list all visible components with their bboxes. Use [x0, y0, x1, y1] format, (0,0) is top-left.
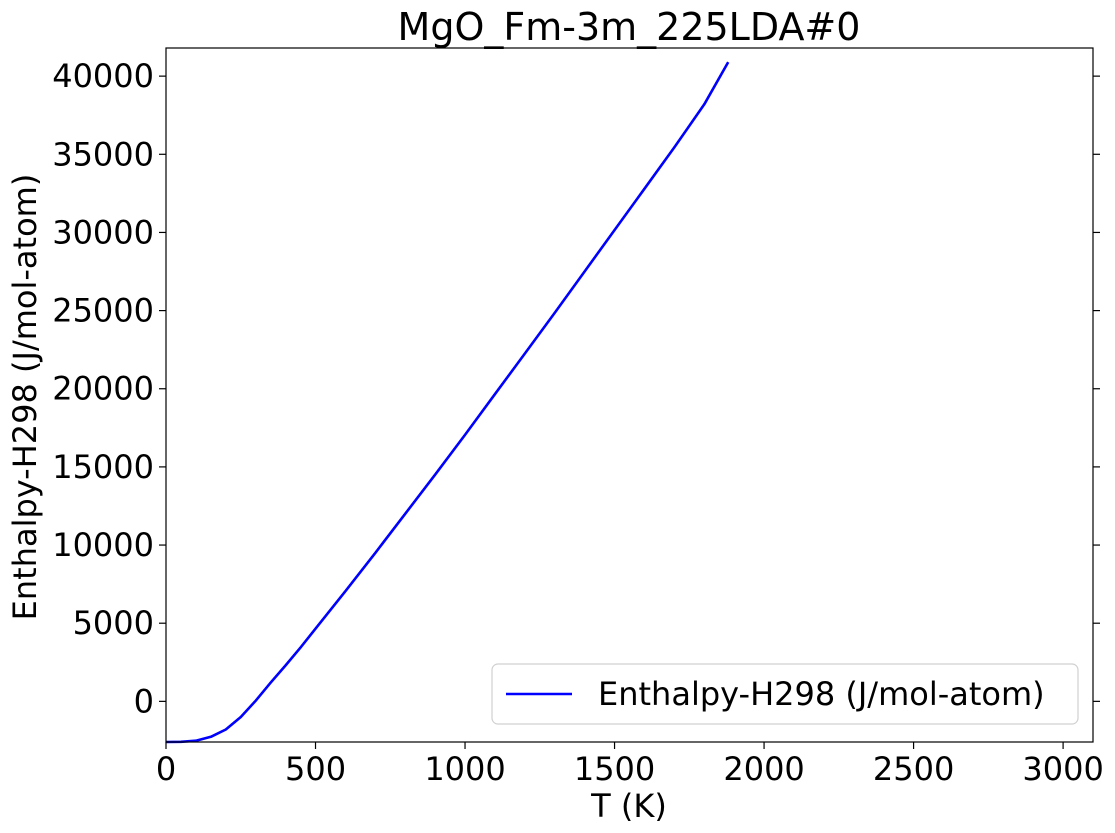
x-tick-label: 2500 — [873, 750, 954, 788]
legend: Enthalpy-H298 (J/mol-atom) — [491, 663, 1079, 725]
y-tick-label: 25000 — [52, 292, 154, 330]
x-tick-label: 2000 — [723, 750, 804, 788]
x-tick-label: 1000 — [424, 750, 505, 788]
plot-frame — [165, 47, 1094, 743]
legend-box — [491, 663, 1079, 725]
y-tick-label: 15000 — [52, 448, 154, 486]
y-tick-label: 40000 — [52, 57, 154, 95]
y-tick-label: 0 — [134, 682, 154, 720]
y-axis-label: Enthalpy-H298 (J/mol-atom) — [6, 174, 44, 621]
chart-title: MgO_Fm-3m_225LDA#0 — [398, 5, 861, 49]
y-tick-label: 5000 — [73, 604, 154, 642]
x-axis-ticks: 0 500 1000 1500 2000 2500 3000 — [156, 742, 1104, 788]
y-tick-label: 30000 — [52, 213, 154, 251]
x-tick-label: 500 — [285, 750, 346, 788]
y-tick-label: 35000 — [52, 135, 154, 173]
y-tick-label: 10000 — [52, 526, 154, 564]
x-tick-label: 3000 — [1022, 750, 1103, 788]
y-tick-label: 20000 — [52, 370, 154, 408]
legend-label: Enthalpy-H298 (J/mol-atom) — [598, 675, 1045, 713]
x-axis-label: T (K) — [590, 787, 667, 825]
series-lines — [165, 61, 730, 744]
x-tick-label: 1500 — [574, 750, 655, 788]
series-line — [165, 61, 730, 744]
x-tick-label: 0 — [156, 750, 176, 788]
y-axis-ticks: 0 5000 10000 15000 20000 25000 30000 35000 40000 — [52, 57, 1100, 720]
